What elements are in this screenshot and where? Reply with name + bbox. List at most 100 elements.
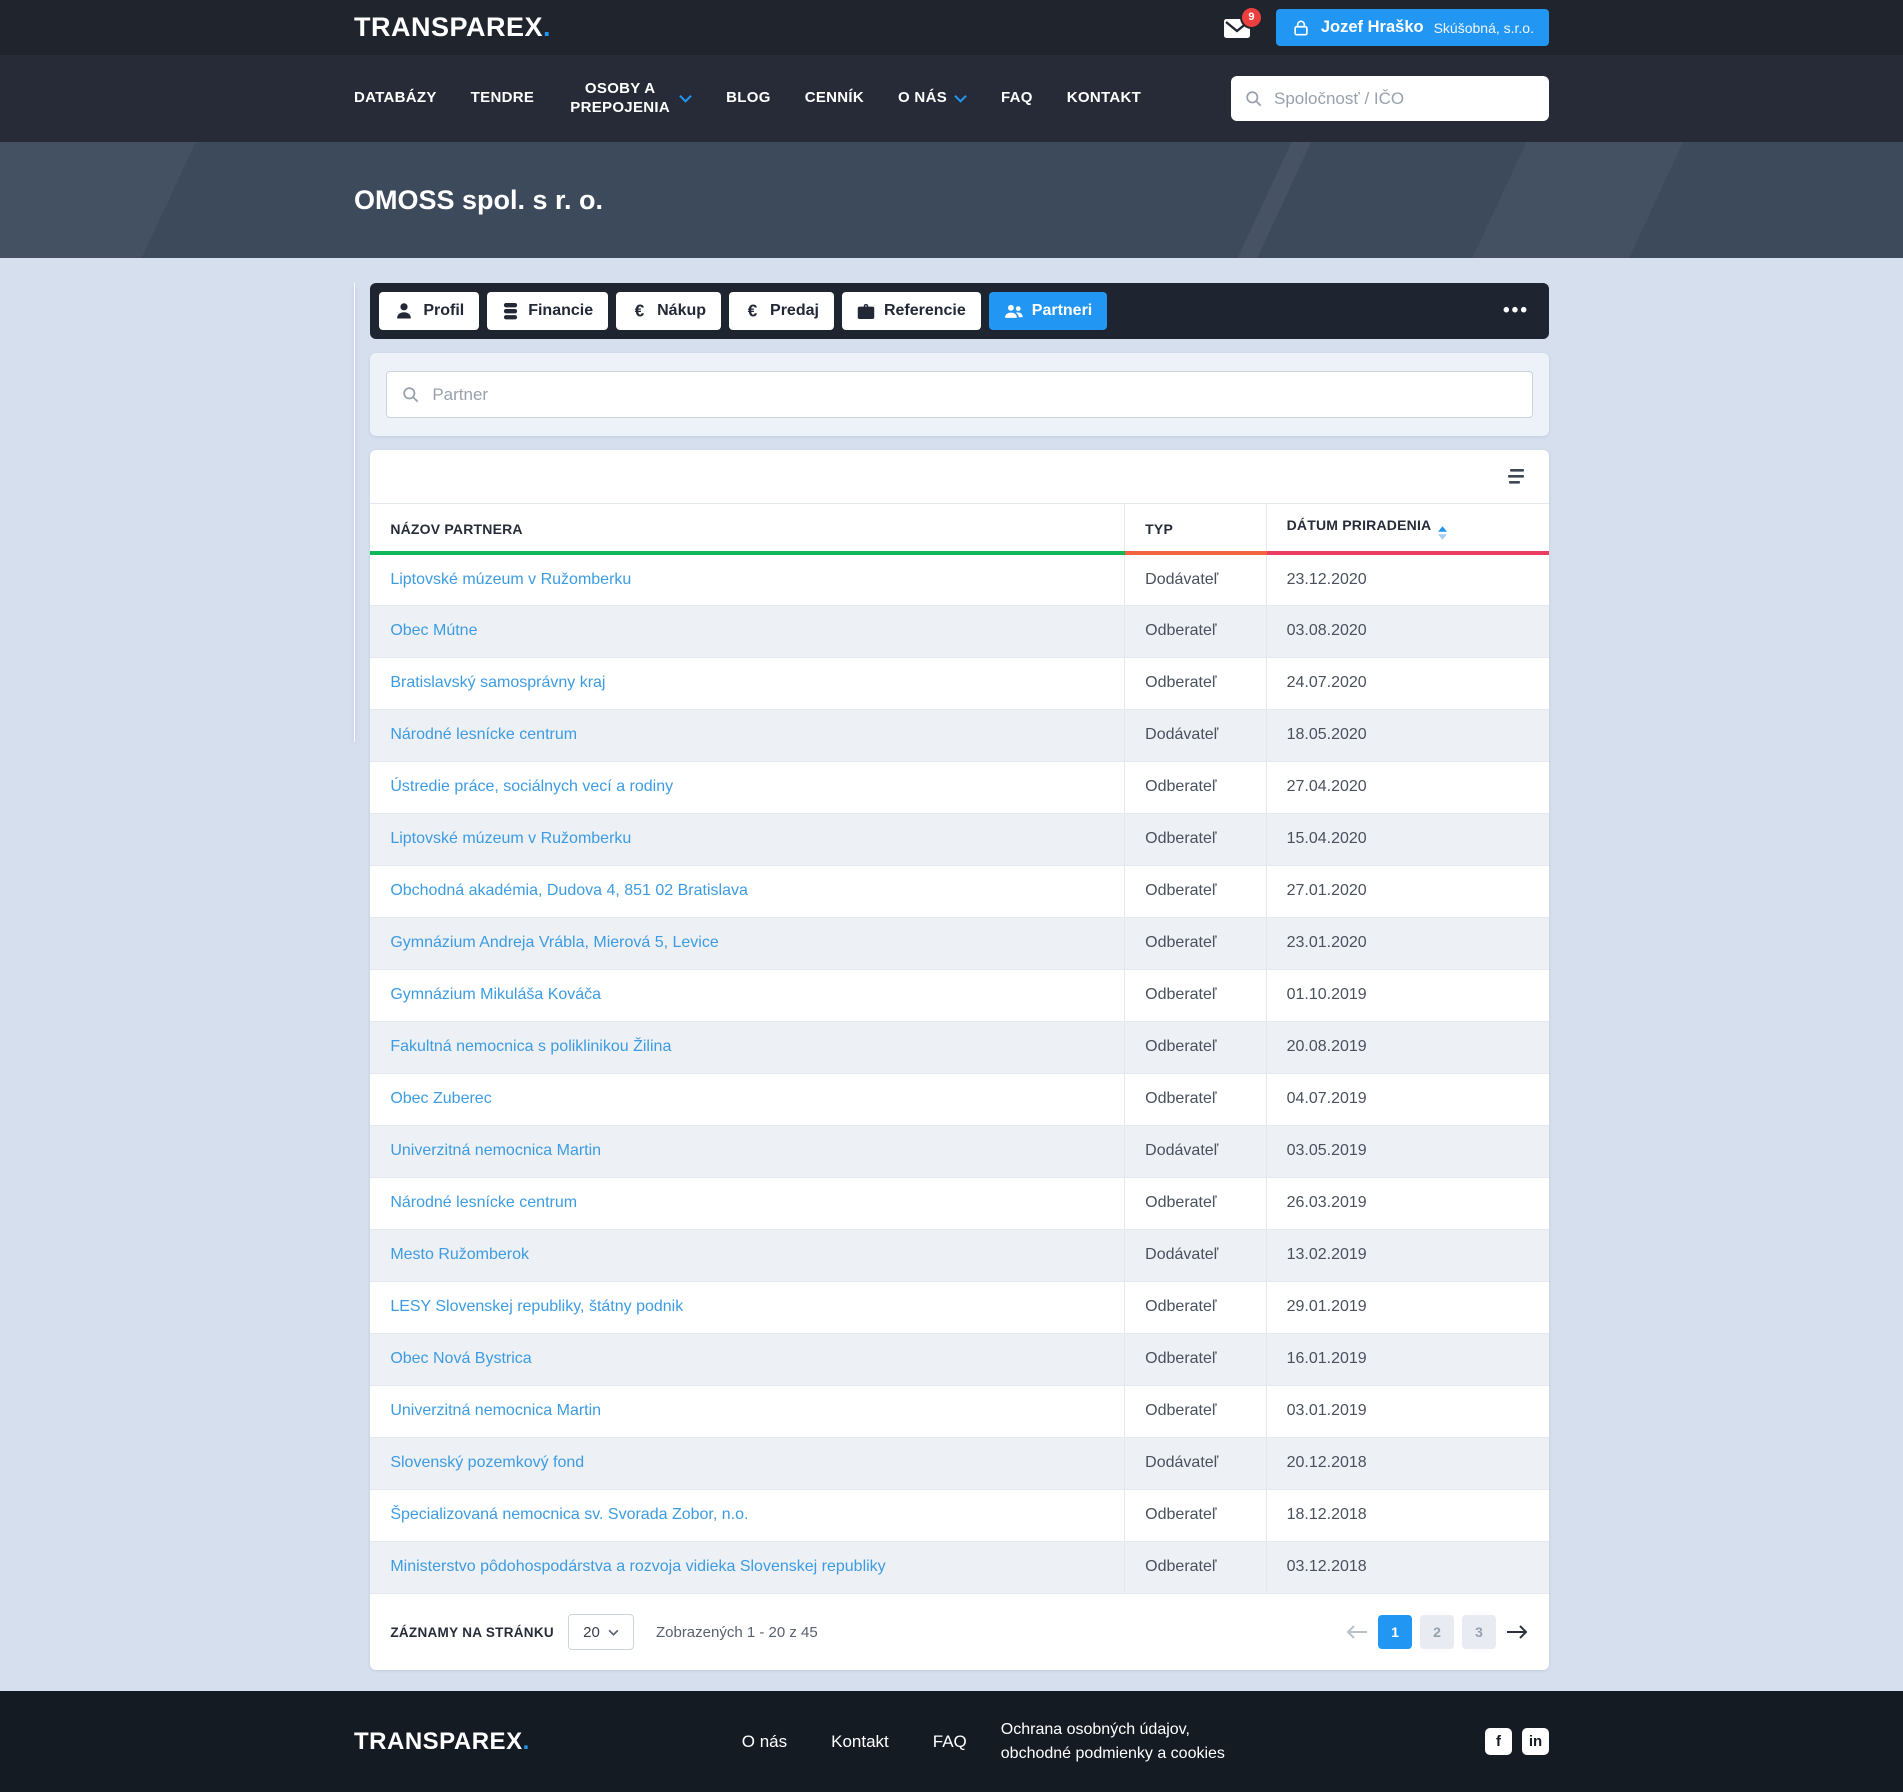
footer-link-o-nas[interactable]: O nás	[741, 1731, 788, 1751]
partner-type: Dodávateľ	[1124, 1124, 1267, 1177]
partner-name-link[interactable]: Gymnázium Andreja Vrábla, Mierová 5, Lev…	[390, 934, 719, 951]
partner-name-cell: Národné lesnícke centrum	[370, 708, 1125, 761]
partner-name-cell: Liptovské múzeum v Ružomberku	[370, 553, 1124, 605]
tab-financie[interactable]: Financie	[487, 292, 609, 330]
partner-name-link[interactable]: Obec Mútne	[390, 622, 478, 639]
table-row: Gymnázium Andreja Vrábla, Mierová 5, Lev…	[370, 916, 1549, 969]
nav-item-label: FAQ	[1001, 89, 1033, 107]
partner-date: 29.01.2019	[1265, 1280, 1549, 1333]
partner-name-link[interactable]: Mesto Ružomberok	[390, 1246, 530, 1263]
partner-name-link[interactable]: Národné lesnícke centrum	[390, 1194, 578, 1211]
tab-referencie[interactable]: Referencie	[841, 292, 981, 330]
partner-name-link[interactable]: Ústredie práce, sociálnych vecí a rodiny	[390, 778, 674, 795]
nav-item-kontakt[interactable]: KONTAKT	[1067, 89, 1141, 108]
partner-name-link[interactable]: Bratislavský samosprávny kraj	[390, 674, 606, 691]
tab-predaj[interactable]: € Predaj	[729, 292, 834, 330]
ellipsis-icon[interactable]: •••	[1503, 300, 1529, 321]
partner-name-link[interactable]: LESY Slovenskej republiky, štátny podnik	[390, 1298, 684, 1315]
profile-tabbar: Profil Financie € Nákup € Predaj Referencie Par…	[370, 283, 1549, 339]
nav-item-osoby-a-prepojenia[interactable]: OSOBY A PREPOJENIA	[568, 80, 692, 118]
table-row: Gymnázium Mikuláša Kováča Odberateľ 01.10.…	[370, 968, 1549, 1021]
partner-type: Odberateľ	[1124, 1488, 1267, 1541]
partner-date: 13.02.2019	[1265, 1228, 1549, 1281]
footer-logo[interactable]: TRANSPAREX.	[354, 1727, 530, 1755]
partner-name-link[interactable]: Obec Zuberec	[390, 1090, 492, 1107]
nav-item-label: O NÁS	[898, 89, 948, 107]
tab-label: Profil	[423, 302, 465, 319]
nav-item-blog[interactable]: BLOG	[726, 89, 771, 108]
filter-icon[interactable]	[1505, 468, 1527, 485]
company-search-input[interactable]	[1272, 87, 1536, 110]
prev-page-arrow-icon[interactable]	[1345, 1623, 1369, 1641]
partner-name-link[interactable]: Liptovské múzeum v Ružomberku	[390, 830, 632, 847]
partner-name-cell: Univerzitná nemocnica Martin	[370, 1384, 1125, 1437]
page-button-1[interactable]: 1	[1378, 1615, 1412, 1649]
partner-name-link[interactable]: Gymnázium Mikuláša Kováča	[390, 986, 602, 1003]
partner-type: Odberateľ	[1124, 656, 1267, 709]
partner-date: 04.07.2019	[1265, 1072, 1549, 1125]
tab-nakup[interactable]: € Nákup	[616, 292, 722, 330]
partner-name-link[interactable]: Slovenský pozemkový fond	[390, 1454, 585, 1471]
person-icon	[394, 301, 414, 321]
coins-icon	[502, 302, 519, 321]
company-search	[1231, 76, 1549, 121]
partner-name-link[interactable]: Špecializovaná nemocnica sv. Svorada Zob…	[390, 1506, 749, 1523]
partner-type: Odberateľ	[1124, 1332, 1267, 1385]
nav-item-o-nas[interactable]: O NÁS	[898, 89, 967, 108]
partner-name-cell: Slovenský pozemkový fond	[370, 1436, 1125, 1489]
content-panel: Profil Financie € Nákup € Predaj Referencie Par…	[370, 283, 1549, 1670]
partner-date: 18.12.2018	[1265, 1488, 1549, 1541]
partner-type: Dodávateľ	[1124, 1228, 1267, 1281]
partner-name-cell: Liptovské múzeum v Ružomberku	[370, 812, 1125, 865]
partner-name-cell: Gymnázium Mikuláša Kováča	[370, 968, 1125, 1021]
linkedin-icon[interactable]: in	[1522, 1728, 1549, 1755]
tab-label: Financie	[528, 302, 594, 319]
partner-date: 16.01.2019	[1265, 1332, 1549, 1385]
people-icon	[1004, 303, 1023, 320]
table-row: Slovenský pozemkový fond Dodávateľ 20.12.2…	[370, 1436, 1549, 1489]
partner-name-link[interactable]: Obec Nová Bystrica	[390, 1350, 532, 1367]
nav-item-tendre[interactable]: TENDRE	[471, 89, 534, 108]
partner-name-link[interactable]: Obchodná akadémia, Dudova 4, 851 02 Brat…	[390, 882, 748, 899]
facebook-icon[interactable]: f	[1485, 1728, 1512, 1755]
table-row: LESY Slovenskej republiky, štátny podnik…	[370, 1280, 1549, 1333]
tab-partneri[interactable]: Partneri	[988, 292, 1108, 330]
tab-profil[interactable]: Profil	[379, 292, 480, 330]
search-icon	[401, 385, 420, 404]
footer-link-faq[interactable]: FAQ	[932, 1731, 967, 1751]
user-company: Skúšobná, s.r.o.	[1433, 19, 1534, 36]
partner-name-link[interactable]: Ministerstvo pôdohospodárstva a rozvoja …	[390, 1558, 886, 1576]
nav-item-databazy[interactable]: DATABÁZY	[354, 89, 437, 108]
partners-table: NÁZOV PARTNERA TYP DÁTUM PRIRADENIA Lipt…	[370, 503, 1549, 1593]
nav-item-faq[interactable]: FAQ	[1001, 89, 1033, 108]
mail-icon[interactable]: 9	[1222, 7, 1261, 40]
column-header-datum-priradenia[interactable]: DÁTUM PRIRADENIA	[1265, 503, 1549, 555]
partner-date: 23.01.2020	[1265, 916, 1549, 969]
partner-name-cell: Národné lesnícke centrum	[370, 1176, 1125, 1229]
user-button[interactable]: Jozef Hraško Skúšobná, s.r.o.	[1275, 9, 1549, 46]
partner-name-cell: Obec Nová Bystrica	[370, 1332, 1125, 1385]
next-page-arrow-icon[interactable]	[1505, 1623, 1529, 1641]
footer-link-kontakt[interactable]: Kontakt	[831, 1731, 889, 1751]
partner-name-link[interactable]: Národné lesnícke centrum	[390, 726, 578, 743]
nav-item-cennik[interactable]: CENNÍK	[805, 89, 864, 108]
partner-type: Odberateľ	[1124, 968, 1267, 1021]
table-row: Fakultná nemocnica s poliklinikou Žilina…	[370, 1020, 1549, 1073]
partner-name-link[interactable]: Univerzitná nemocnica Martin	[390, 1142, 602, 1159]
mail-badge: 9	[1241, 7, 1261, 27]
partner-name-link[interactable]: Univerzitná nemocnica Martin	[390, 1402, 602, 1419]
company-banner: OMOSS spol. s r. o.	[0, 142, 1903, 258]
page-button-3[interactable]: 3	[1462, 1615, 1496, 1649]
partner-name-cell: Ministerstvo pôdohospodárstva a rozvoja …	[370, 1540, 1125, 1593]
partner-name-link[interactable]: Liptovské múzeum v Ružomberku	[390, 570, 632, 588]
per-page-select[interactable]: 20	[567, 1614, 634, 1650]
nav-item-label: CENNÍK	[804, 89, 864, 107]
partner-name-link[interactable]: Fakultná nemocnica s poliklinikou Žilina	[390, 1038, 672, 1055]
logo[interactable]: TRANSPAREX.	[354, 12, 552, 42]
legal-link[interactable]: Ochrana osobných údajov, obchodné podmie…	[1000, 1720, 1225, 1762]
partner-type: Dodávateľ	[1124, 1436, 1267, 1489]
table-row: Národné lesnícke centrum Dodávateľ 18.05.2…	[370, 708, 1549, 761]
partner-search-input[interactable]	[430, 383, 1518, 406]
partner-date: 23.12.2020	[1265, 553, 1549, 605]
page-button-2[interactable]: 2	[1420, 1615, 1454, 1649]
